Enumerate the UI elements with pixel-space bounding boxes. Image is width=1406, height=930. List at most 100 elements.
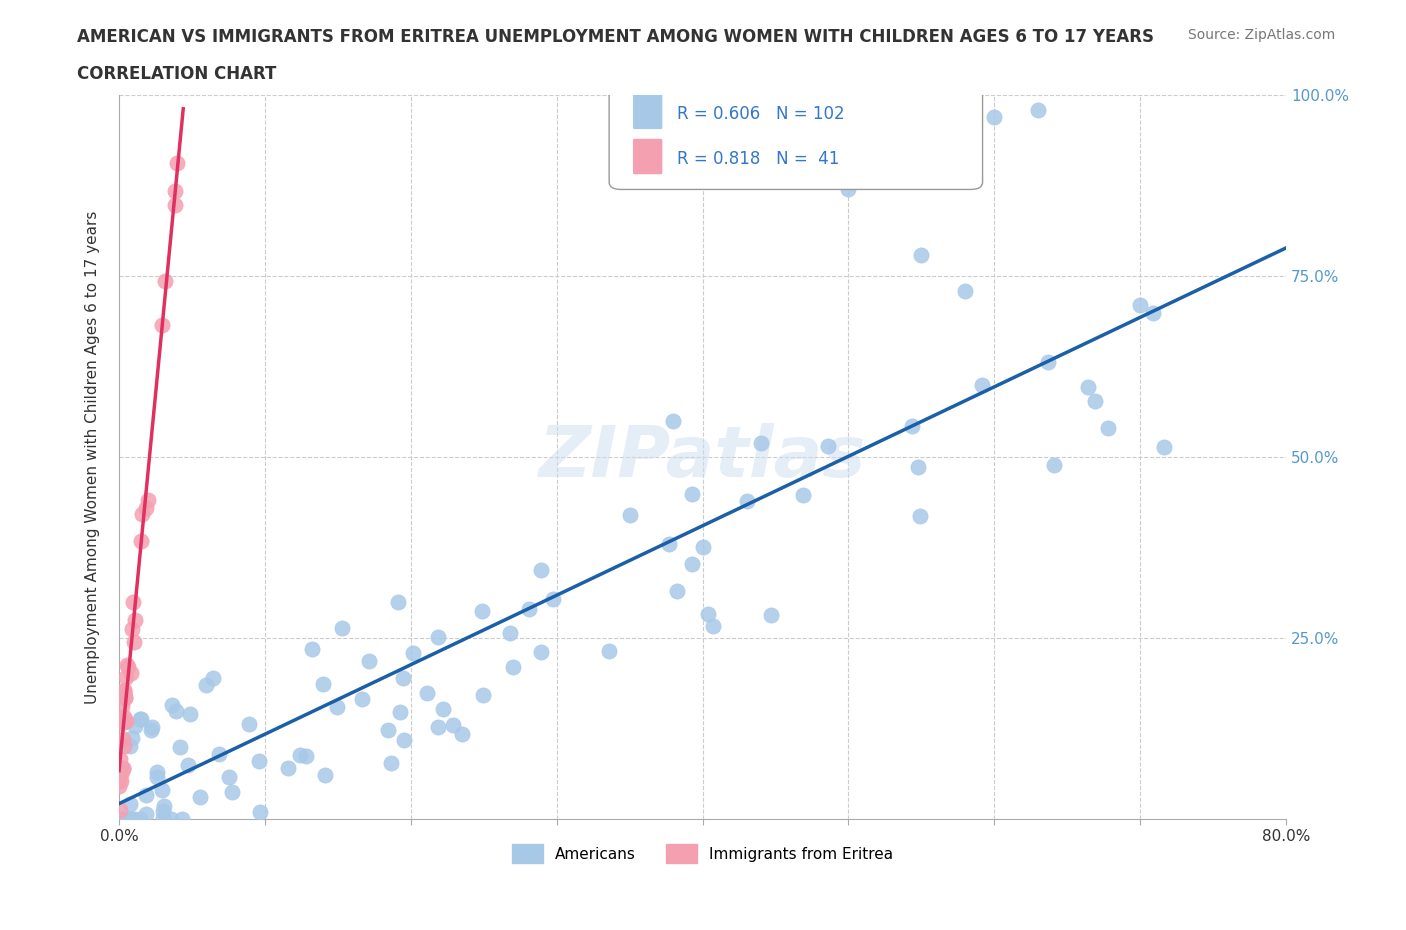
Point: [392, 671, 415, 685]
Point: [112, 687, 135, 702]
Point: [111, 731, 134, 746]
Point: [177, 757, 200, 772]
Point: [163, 197, 186, 212]
Point: [115, 713, 138, 728]
Point: [152, 810, 174, 825]
FancyBboxPatch shape: [634, 140, 662, 174]
Point: [165, 703, 187, 718]
Point: [619, 508, 641, 523]
Point: [114, 709, 136, 724]
Point: [1153, 439, 1175, 454]
Point: [1043, 458, 1066, 472]
Point: [910, 509, 932, 524]
Point: [166, 155, 188, 170]
FancyBboxPatch shape: [634, 94, 662, 128]
Point: [129, 711, 152, 726]
Point: [301, 642, 323, 657]
Point: [692, 539, 714, 554]
Point: [247, 753, 270, 768]
Point: [387, 595, 409, 610]
Point: [165, 183, 187, 198]
Point: [162, 698, 184, 712]
Point: [111, 761, 134, 776]
Point: [451, 726, 474, 741]
Point: [697, 606, 720, 621]
Point: [402, 645, 425, 660]
Point: [735, 494, 758, 509]
Point: [121, 811, 143, 826]
Text: R = 0.818   N =  41: R = 0.818 N = 41: [676, 150, 839, 167]
Point: [124, 718, 146, 733]
Point: [662, 414, 685, 429]
Point: [120, 739, 142, 754]
Point: [970, 378, 993, 392]
Text: ZIPatlas: ZIPatlas: [538, 422, 866, 492]
Point: [111, 811, 134, 826]
Point: [221, 784, 243, 799]
Point: [112, 688, 135, 703]
Point: [136, 493, 159, 508]
Point: [326, 699, 349, 714]
Point: [471, 604, 494, 618]
Point: [1026, 102, 1049, 117]
Point: [146, 764, 169, 779]
Point: [114, 690, 136, 705]
Point: [441, 718, 464, 733]
Point: [681, 556, 703, 571]
Point: [110, 716, 132, 731]
Point: [129, 811, 152, 826]
Point: [152, 804, 174, 818]
Point: [114, 689, 136, 704]
Point: [657, 537, 679, 551]
Point: [681, 486, 703, 501]
Text: R = 0.606   N = 102: R = 0.606 N = 102: [676, 105, 845, 124]
Point: [135, 788, 157, 803]
Point: [188, 790, 211, 804]
Point: [122, 594, 145, 609]
Point: [150, 317, 173, 332]
Point: [122, 634, 145, 649]
Point: [541, 591, 564, 606]
Point: [314, 767, 336, 782]
Point: [110, 773, 132, 788]
Point: [472, 687, 495, 702]
Point: [108, 778, 131, 793]
Text: CORRELATION CHART: CORRELATION CHART: [77, 65, 277, 83]
Point: [749, 435, 772, 450]
Text: Source: ZipAtlas.com: Source: ZipAtlas.com: [1188, 28, 1336, 42]
Point: [277, 760, 299, 775]
Text: AMERICAN VS IMMIGRANTS FROM ERITREA UNEMPLOYMENT AMONG WOMEN WITH CHILDREN AGES : AMERICAN VS IMMIGRANTS FROM ERITREA UNEM…: [77, 28, 1154, 46]
Point: [380, 755, 402, 770]
Point: [112, 811, 135, 826]
Point: [172, 811, 194, 826]
Point: [135, 500, 157, 515]
Point: [1097, 420, 1119, 435]
Point: [135, 806, 157, 821]
Point: [598, 644, 620, 658]
Point: [392, 732, 415, 747]
Point: [179, 707, 201, 722]
Point: [112, 683, 135, 698]
Point: [208, 747, 231, 762]
Point: [122, 811, 145, 826]
Point: [702, 618, 724, 633]
Point: [910, 247, 932, 262]
Point: [388, 704, 411, 719]
Point: [983, 110, 1005, 125]
Point: [159, 811, 181, 826]
Point: [145, 769, 167, 784]
Point: [218, 769, 240, 784]
Point: [665, 584, 688, 599]
Y-axis label: Unemployment Among Women with Children Ages 6 to 17 years: Unemployment Among Women with Children A…: [86, 210, 100, 704]
Point: [139, 723, 162, 737]
Point: [112, 686, 135, 701]
Point: [117, 658, 139, 672]
Point: [907, 460, 929, 475]
Point: [150, 783, 173, 798]
Point: [112, 714, 135, 729]
FancyBboxPatch shape: [609, 81, 983, 190]
Point: [112, 684, 135, 698]
Point: [152, 799, 174, 814]
Point: [169, 739, 191, 754]
Point: [817, 438, 839, 453]
